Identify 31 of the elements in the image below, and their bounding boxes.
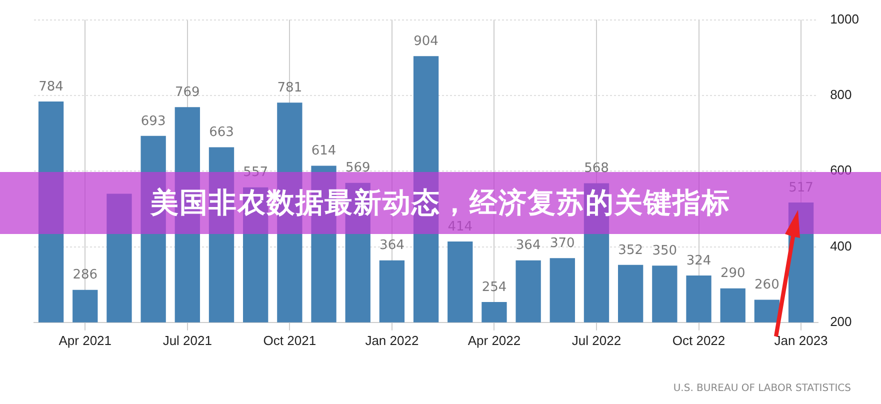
y-tick-label: 800 [830, 87, 852, 102]
x-tick-label: Jul 2022 [572, 332, 622, 348]
data-label: 364 [516, 238, 541, 254]
data-label: 254 [482, 280, 507, 295]
data-label: 350 [652, 244, 678, 259]
data-label: 769 [174, 85, 200, 100]
x-tick-label: Apr 2021 [58, 332, 112, 348]
data-label: 290 [720, 266, 746, 282]
y-tick-label: 400 [830, 238, 852, 254]
x-tick-label: Apr 2022 [468, 332, 521, 348]
data-label: 693 [140, 114, 166, 129]
data-label: 370 [550, 236, 575, 251]
data-label: 904 [414, 34, 438, 49]
text: U.S. BUREAU OF LABOR STATISTICS [673, 383, 851, 394]
y-tick-label: 1000 [830, 11, 859, 26]
data-label: 260 [754, 278, 780, 293]
x-tick-label: Jan 2022 [365, 332, 419, 348]
x-tick-label: Jan 2023 [774, 332, 828, 348]
x-tick-label: Jul 2021 [162, 332, 212, 348]
data-label: 352 [618, 242, 643, 258]
x-tick-label: Oct 2021 [263, 332, 316, 348]
x-tick-label: Oct 2022 [672, 332, 726, 348]
data-label: 614 [311, 144, 336, 159]
data-label: 663 [209, 125, 234, 140]
data-label: 286 [72, 268, 98, 283]
data-label: 364 [380, 238, 404, 254]
data-label: 324 [686, 253, 712, 268]
data-label: 784 [38, 79, 64, 94]
data-label: 569 [345, 160, 370, 176]
data-label: 781 [277, 80, 302, 96]
y-tick-label: 200 [830, 314, 852, 329]
